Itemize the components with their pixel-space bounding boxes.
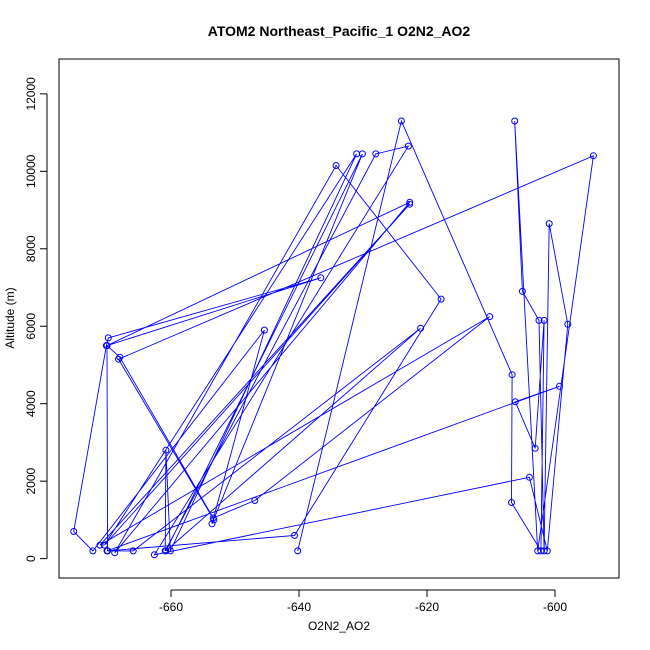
data-point bbox=[518, 287, 526, 295]
data-point bbox=[116, 353, 124, 361]
data-point bbox=[511, 398, 519, 406]
data-point bbox=[397, 117, 405, 125]
data-point bbox=[543, 547, 551, 555]
data-point bbox=[129, 547, 137, 555]
x-axis-label: O2N2_AO2 bbox=[308, 619, 370, 633]
data-point bbox=[260, 326, 268, 334]
data-point bbox=[291, 531, 298, 539]
y-tick-label: 6000 bbox=[24, 313, 38, 340]
data-point bbox=[161, 547, 169, 555]
y-tick-label: 12000 bbox=[24, 77, 38, 111]
y-tick-label: 10000 bbox=[24, 154, 38, 188]
data-point bbox=[332, 162, 340, 169]
data-point bbox=[404, 142, 412, 150]
data-point bbox=[251, 497, 259, 504]
data-point bbox=[437, 295, 445, 303]
data-point bbox=[89, 547, 97, 555]
data-point bbox=[540, 316, 548, 324]
data-point bbox=[104, 334, 112, 342]
data-point bbox=[150, 551, 158, 559]
data-point bbox=[111, 549, 119, 557]
data-point bbox=[294, 547, 302, 555]
series-line bbox=[73, 119, 594, 556]
data-point bbox=[96, 541, 104, 549]
plot-frame bbox=[58, 58, 620, 579]
axes: -660 -640 -620 -600 0 2000 4000 6000 8000 10000 12… bbox=[24, 58, 620, 614]
chart-title: ATOM2 Northeast_Pacific_1 O2N2_AO2 bbox=[208, 23, 471, 39]
data-point bbox=[162, 446, 170, 454]
data-point bbox=[406, 200, 414, 208]
plot-area bbox=[70, 117, 597, 559]
y-tick-label: 8000 bbox=[24, 235, 38, 262]
data-point bbox=[508, 499, 515, 506]
data-point bbox=[417, 324, 425, 332]
y-tick-label: 4000 bbox=[24, 390, 38, 417]
data-point bbox=[100, 541, 108, 549]
data-point bbox=[372, 150, 380, 158]
data-point bbox=[486, 313, 494, 321]
data-point bbox=[115, 355, 122, 363]
y-axis-label: Altitude (m) bbox=[3, 287, 17, 348]
data-point bbox=[317, 274, 325, 282]
y-tick-label: 2000 bbox=[24, 468, 38, 495]
data-point bbox=[545, 220, 553, 228]
data-point bbox=[556, 382, 563, 390]
data-point bbox=[589, 152, 597, 160]
x-tick-label: -620 bbox=[415, 600, 439, 614]
data-point bbox=[535, 316, 543, 324]
data-point bbox=[353, 150, 361, 158]
data-point bbox=[534, 547, 542, 555]
x-tick-label: -640 bbox=[287, 600, 311, 614]
data-point bbox=[104, 547, 112, 555]
x-tick-label: -600 bbox=[543, 600, 567, 614]
data-point bbox=[525, 473, 533, 481]
data-point bbox=[564, 320, 572, 328]
data-point bbox=[511, 117, 519, 125]
data-point bbox=[508, 371, 516, 379]
data-point bbox=[406, 198, 414, 206]
data-point bbox=[166, 547, 174, 555]
x-tick-label: -660 bbox=[159, 600, 183, 614]
y-tick-label: 0 bbox=[24, 555, 38, 562]
data-point bbox=[103, 342, 111, 350]
data-point bbox=[531, 444, 539, 452]
data-point bbox=[70, 528, 78, 535]
data-point bbox=[210, 516, 218, 524]
